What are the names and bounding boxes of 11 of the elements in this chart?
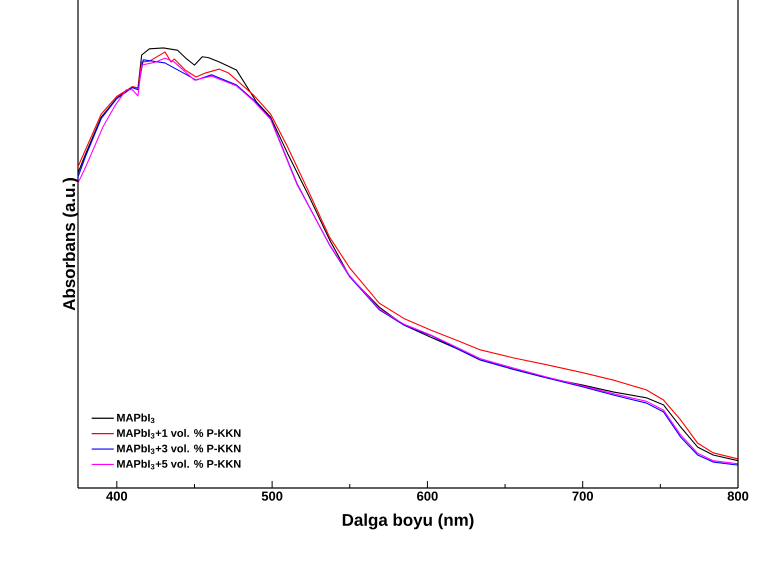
y-axis-title: Absorbans (a.u.) <box>62 178 78 310</box>
legend-label: MAPbI$_{3}$ <box>117 414 154 424</box>
x-tick-label: 500 <box>262 492 282 501</box>
x-tick-label: 600 <box>417 492 438 501</box>
legend-label: MAPbI$_{3}$+1 vol. % P-KKN <box>117 428 240 439</box>
x-tick-label: 800 <box>728 492 748 501</box>
x-tick-label: 400 <box>106 492 128 501</box>
legend-label: MAPbI$_{3}$+5 vol. % P-KKN <box>117 460 240 470</box>
x-axis-title: Dalga boyu (nm) <box>342 514 474 530</box>
legend-label: MAPbI$_{3}$+3 vol. % P-KKN <box>117 444 240 454</box>
x-tick-label: 700 <box>572 492 593 501</box>
